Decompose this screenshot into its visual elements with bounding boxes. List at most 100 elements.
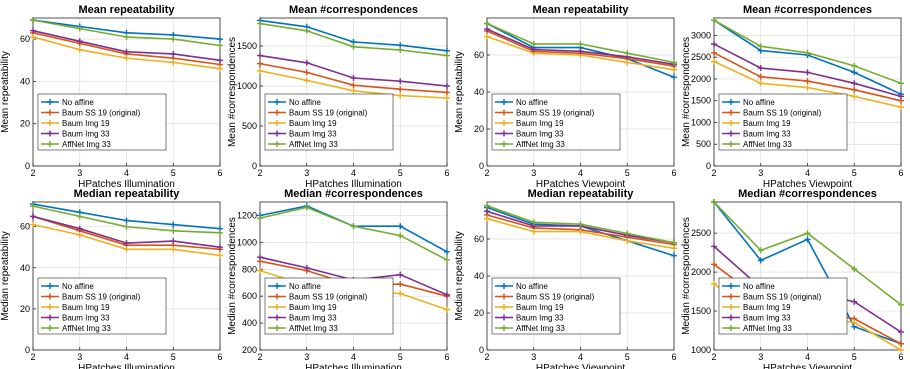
legend-item: Baum Img 19 xyxy=(41,303,110,312)
legend: No affine Baum SS 19 (original)Baum Img 1… xyxy=(718,277,848,335)
legend-marker xyxy=(274,304,280,310)
data-point xyxy=(76,46,83,53)
y-tick-label: 200 xyxy=(242,345,257,355)
series-5 xyxy=(30,203,223,236)
legend-label: AffNet Img 33 xyxy=(743,140,792,149)
legend-marker xyxy=(501,99,507,105)
data-point xyxy=(804,84,811,91)
legend-marker xyxy=(501,325,507,331)
data-point xyxy=(671,245,677,252)
legend-label: Baum Img 19 xyxy=(289,119,337,128)
legend-item: Baum SS 19 (original) xyxy=(268,293,368,302)
legend-marker xyxy=(47,293,53,300)
data-point xyxy=(624,237,631,244)
legend-label: AffNet Img 33 xyxy=(62,140,111,149)
legend-item: Baum SS 19 (original) xyxy=(722,293,822,302)
x-tick-label: 4 xyxy=(805,168,810,178)
legend-label: Baum SS 19 (original) xyxy=(743,109,822,118)
legend-item: Baum Img 19 xyxy=(268,119,337,128)
data-point xyxy=(217,244,223,251)
legend-marker xyxy=(728,304,734,310)
legend-item: Baum SS 19 (original) xyxy=(41,293,141,302)
data-point xyxy=(757,65,764,72)
legend-label: Baum Img 33 xyxy=(516,314,564,323)
legend: No affine Baum SS 19 (original)Baum Img 1… xyxy=(491,93,621,151)
data-point xyxy=(170,227,177,234)
legend-label: Baum Img 33 xyxy=(743,314,791,323)
data-point xyxy=(898,104,904,111)
x-axis-label: HPatches Illumination xyxy=(305,363,402,369)
legend-label: Baum Img 33 xyxy=(289,130,337,139)
series-1 xyxy=(30,201,223,232)
legend-item: Baum Img 19 xyxy=(268,303,337,312)
legend-label: No affine xyxy=(289,98,321,107)
data-point xyxy=(170,246,177,253)
data-point xyxy=(711,49,717,56)
x-axis-label: HPatches Viewpoint xyxy=(536,179,626,190)
legend-marker xyxy=(501,304,507,310)
series-5 xyxy=(711,199,904,308)
x-tick-label: 2 xyxy=(30,352,35,362)
x-tick-label: 2 xyxy=(257,168,262,178)
data-point xyxy=(851,93,858,100)
y-tick-label: 20 xyxy=(474,308,484,318)
legend-marker xyxy=(274,99,280,105)
data-point xyxy=(444,52,450,59)
legend-label: No affine xyxy=(516,98,548,107)
data-point xyxy=(170,59,177,66)
data-point xyxy=(898,347,904,353)
x-axis-label: HPatches Viewpoint xyxy=(763,179,853,190)
legend-label: Baum SS 19 (original) xyxy=(289,109,368,118)
legend-label: No affine xyxy=(62,282,94,291)
y-tick-label: 2500 xyxy=(691,228,711,238)
legend-marker xyxy=(274,283,280,289)
chart-title: Mean #correspondences xyxy=(289,4,418,16)
legend-marker xyxy=(274,141,280,147)
legend-item: Baum SS 19 (original) xyxy=(722,109,822,118)
data-point xyxy=(76,225,83,232)
series-5 xyxy=(711,17,904,87)
data-point xyxy=(303,27,310,34)
legend-label: AffNet Img 33 xyxy=(289,140,338,149)
data-point xyxy=(76,38,83,45)
series-3 xyxy=(484,215,677,252)
series-4 xyxy=(257,52,450,89)
legend-item: Baum Img 33 xyxy=(495,314,564,323)
data-point xyxy=(397,47,404,53)
legend-label: Baum SS 19 (original) xyxy=(62,109,141,118)
data-point xyxy=(898,329,904,336)
legend-item: AffNet Img 33 xyxy=(41,140,111,149)
legend-item: Baum Img 33 xyxy=(722,130,791,139)
legend-marker xyxy=(728,130,734,137)
data-point xyxy=(851,319,858,326)
legend-marker xyxy=(274,120,280,126)
y-tick-label: 600 xyxy=(242,291,257,301)
data-point xyxy=(804,236,811,243)
x-tick-label: 4 xyxy=(124,352,129,362)
legend-item: Baum Img 19 xyxy=(495,303,564,312)
y-tick-label: 2500 xyxy=(691,52,711,62)
legend-label: Baum SS 19 (original) xyxy=(516,109,595,118)
legend-marker xyxy=(47,304,53,310)
legend-item: AffNet Img 33 xyxy=(41,324,111,333)
data-point xyxy=(303,69,310,76)
legend-item: AffNet Img 33 xyxy=(495,140,565,149)
data-point xyxy=(851,265,858,272)
y-tick-label: 60 xyxy=(20,222,30,232)
legend-label: Baum Img 33 xyxy=(62,130,110,139)
legend-marker xyxy=(501,283,507,289)
x-tick-label: 6 xyxy=(444,168,449,178)
y-tick-label: 1000 xyxy=(237,237,257,247)
data-point xyxy=(257,67,263,74)
data-point xyxy=(123,240,130,247)
data-point xyxy=(898,301,904,308)
data-point xyxy=(444,248,450,255)
series-3 xyxy=(30,221,223,259)
legend-marker xyxy=(728,293,734,300)
data-point xyxy=(397,92,404,99)
y-tick-label: 800 xyxy=(242,264,257,274)
data-point xyxy=(851,80,858,87)
